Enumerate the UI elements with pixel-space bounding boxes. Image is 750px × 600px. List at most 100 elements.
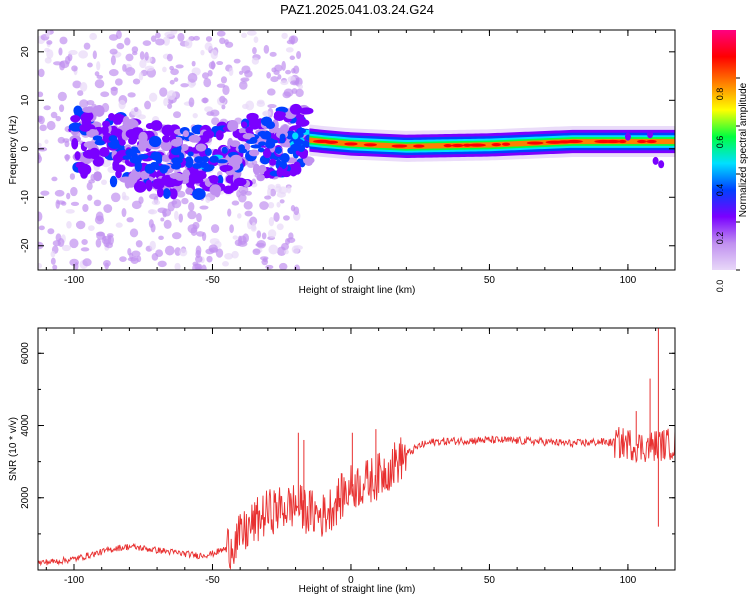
heatmap-cell (281, 170, 291, 178)
heatmap-speckle (89, 32, 98, 41)
heatmap-cell (261, 134, 269, 140)
heatmap-peak (413, 144, 425, 148)
heatmap-speckle (285, 238, 291, 245)
heatmap-cell (150, 120, 163, 131)
heatmap-speckle (81, 238, 88, 246)
heatmap-cell (258, 141, 267, 146)
heatmap-speckle (52, 264, 58, 270)
heatmap-speckle (144, 100, 152, 110)
heatmap-speckle (285, 47, 294, 53)
heatmap-speckle (144, 51, 149, 61)
heatmap-cell (299, 107, 314, 115)
heatmap-speckle (46, 120, 56, 131)
heatmap-cell (258, 164, 267, 175)
heatmap-speckle (94, 71, 100, 77)
heatmap-peak (491, 143, 502, 147)
heatmap-speckle (229, 224, 234, 234)
heatmap-speckle (246, 30, 257, 36)
heatmap-cell (156, 187, 164, 198)
heatmap-speckle (267, 187, 272, 198)
heatmap-speckle (38, 154, 42, 164)
heatmap-cell (145, 179, 153, 192)
heatmap-speckle (187, 72, 198, 83)
heatmap-speckle (66, 192, 71, 200)
heatmap-speckle (87, 194, 93, 201)
heatmap-speckle (280, 80, 289, 86)
heatmap-cell (229, 154, 243, 166)
heatmap-speckle (138, 72, 144, 81)
heatmap-peak (526, 141, 544, 145)
heatmap-speckle (176, 190, 186, 198)
heatmap-cell (268, 139, 279, 144)
heatmap-speckle (116, 42, 125, 50)
heatmap-speckle (210, 49, 218, 60)
heatmap-speckle (39, 124, 47, 132)
snr-series-line (38, 426, 675, 570)
heatmap-speckle (61, 244, 71, 252)
colorbar-tick-label: 0.2 (715, 232, 725, 245)
heatmap-speckle (279, 199, 285, 204)
heatmap-speckle (252, 47, 257, 55)
heatmap-cell (161, 124, 175, 137)
heatmap-cell (221, 146, 228, 154)
colorbar-tick-label: 0.8 (715, 88, 725, 101)
heatmap-speckle (69, 238, 79, 249)
heatmap-speckle (157, 260, 167, 268)
heatmap-speckle (131, 250, 141, 258)
heatmap-speckle (51, 176, 58, 182)
heatmap-speckle (59, 104, 65, 113)
heatmap-cell (171, 157, 183, 165)
heatmap-speckle (169, 79, 175, 85)
heatmap-cell (297, 144, 306, 152)
heatmap-cell (108, 135, 118, 143)
heatmap-speckle (205, 196, 211, 203)
heatmap-speckle (206, 111, 215, 116)
heatmap-speckle (181, 197, 189, 205)
heatmap-speckle (268, 244, 279, 255)
heatmap-cell (145, 122, 155, 130)
heatmap-speckle (127, 247, 132, 256)
heatmap-speckle (87, 62, 93, 68)
colorbar-label: Normalized spectral amplitude (738, 82, 749, 217)
snr-y-axis: 2000 4000 6000 (20, 342, 675, 535)
heatmap-cell (185, 187, 194, 195)
heatmap-cell (188, 175, 196, 186)
colorbar-scale (712, 30, 736, 270)
heatmap-cell (293, 138, 304, 146)
heatmap-peak (637, 139, 647, 144)
snr-panel: -100 -50 0 50 100 2000 4000 6000 Height of str… (8, 327, 676, 595)
heatmap-cell (70, 115, 81, 123)
heatmap-cell (296, 127, 306, 134)
heatmap-speckle (80, 247, 90, 252)
heatmap-speckle (193, 35, 200, 41)
heatmap-speckle (286, 185, 292, 194)
heatmap-cell (138, 131, 148, 144)
heatmap-speckle (121, 191, 127, 200)
heatmap-cell (188, 134, 201, 143)
heatmap-speckle (137, 114, 146, 120)
heatmap-speckle (162, 36, 170, 46)
heatmap-speckle (234, 239, 243, 247)
snr-y-tick-label: 4000 (20, 414, 31, 437)
heatmap-cell (83, 141, 98, 149)
heatmap-cell (119, 176, 133, 183)
spectrogram-frame (37, 29, 676, 271)
heatmap-speckle (160, 217, 165, 222)
heatmap-speckle (293, 65, 300, 74)
heatmap-cell (161, 134, 171, 143)
heatmap-speckle (227, 208, 232, 217)
heatmap-cell (275, 146, 283, 154)
heatmap-speckle (222, 261, 229, 267)
heatmap-speckle (232, 235, 239, 240)
heatmap-speckle (47, 228, 55, 235)
heatmap-speckle (133, 106, 139, 113)
heatmap-speckle (57, 238, 65, 247)
heatmap-speckle (38, 115, 45, 125)
heatmap-cell (192, 162, 202, 170)
heatmap-speckle (298, 84, 304, 90)
heatmap-cell (125, 129, 139, 139)
heatmap-cell (201, 156, 210, 163)
heatmap-speckle (65, 209, 75, 214)
heatmap-speckle (110, 86, 118, 91)
heatmap-peak (618, 139, 627, 144)
